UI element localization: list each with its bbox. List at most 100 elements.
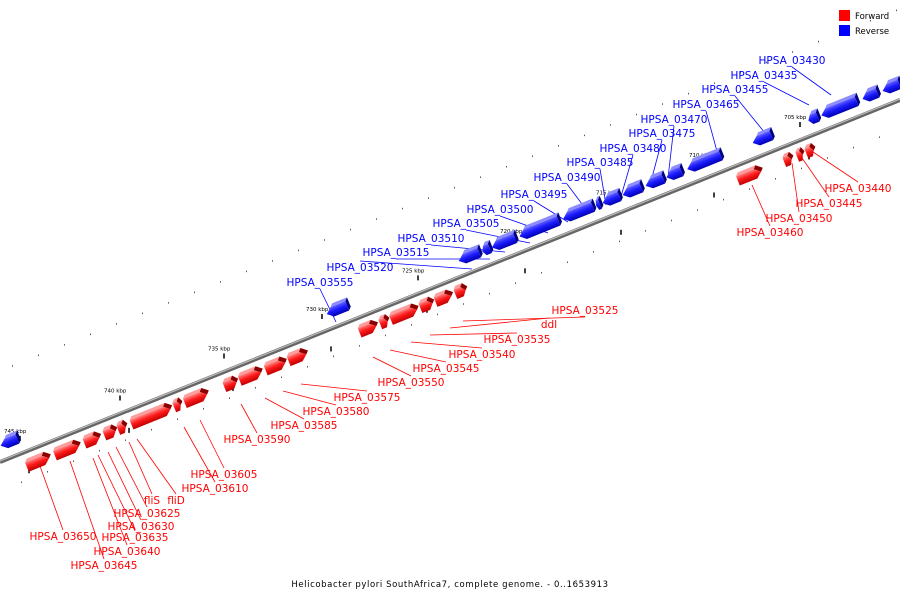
gene-label: HPSA_03525: [552, 305, 619, 317]
gene-arrow-top-face: [886, 75, 900, 85]
track-dot: [437, 313, 438, 316]
gene-arrow-body: [326, 301, 350, 317]
gene-arrow-top-face: [286, 348, 301, 357]
gene-arrow-body: [482, 243, 492, 256]
forward-gene-arrow: [378, 314, 390, 330]
gene-arrow-top-face: [795, 147, 801, 153]
gene-arrow-top-face: [53, 439, 74, 452]
gene-arrow-top-face: [25, 451, 44, 463]
gene-arrow-body: [602, 191, 622, 206]
forward-gene-arrow: [237, 366, 263, 386]
gene-arrow-side-face: [460, 283, 468, 291]
track-dot: [12, 365, 13, 367]
gene-arrow-body: [666, 166, 684, 181]
legend-reverse-swatch: [839, 25, 850, 36]
gene-label: HPSA_03485: [567, 157, 634, 169]
track-dot: [229, 397, 230, 400]
forward-gene-arrow: [357, 319, 379, 338]
gene-arrow-side-face: [109, 424, 118, 432]
gene-arrow-side-face: [443, 289, 454, 296]
gene-arrow-side-face: [277, 356, 287, 363]
forward-gene-arrow: [782, 151, 794, 167]
gene-arrow-side-face: [809, 143, 816, 151]
gene-arrow-body: [453, 287, 466, 299]
track-dot: [532, 155, 533, 158]
gene-arrow-body: [458, 248, 482, 264]
track-dot: [428, 197, 429, 199]
forward-gene-arrow: [116, 419, 128, 435]
gene-arrow-body: [357, 323, 377, 338]
gene-label: HPSA_03630: [108, 521, 175, 533]
gene-label: HPSA_03555: [287, 277, 354, 289]
gene-arrow-top-face: [237, 366, 256, 377]
gene-label-leader: [430, 244, 506, 253]
track-dot: [619, 240, 620, 243]
track-dot: [90, 333, 91, 336]
track-dot: [64, 344, 65, 346]
gene-label: HPSA_03435: [731, 70, 798, 82]
gene-arrow-body: [782, 155, 792, 167]
track-dot: [515, 282, 516, 284]
legend-forward-label: Forward: [855, 12, 889, 22]
track-dot: [818, 40, 819, 43]
gene-arrow-body: [622, 183, 644, 198]
gene-label: HPSA_03590: [224, 434, 291, 446]
gene-label: HPSA_03455: [702, 84, 769, 96]
gene-arrow-top-face: [691, 147, 721, 163]
gene-label: HPSA_03490: [534, 172, 601, 184]
track-dot: [870, 20, 871, 22]
forward-gene-arrow: [25, 451, 51, 472]
gene-arrow-top-face: [222, 375, 233, 383]
gene-arrow-side-face: [15, 430, 21, 444]
forward-gene-arrow: [82, 431, 102, 449]
track-dot: [73, 460, 74, 462]
forward-gene-arrow: [263, 356, 287, 376]
gene-arrow-top-face: [566, 198, 593, 213]
scale-tick-label: 715 kbp: [596, 190, 619, 196]
track-dot: [775, 178, 776, 180]
forward-gene-arrow: [286, 348, 308, 367]
gene-arrow-side-face: [477, 244, 483, 258]
track-dot: [489, 292, 490, 295]
reverse-gene-arrow: [458, 244, 483, 264]
gene-label: HPSA_03650: [30, 531, 97, 543]
gene-arrow-top-face: [183, 388, 202, 399]
gene-label: HPSA_03475: [629, 128, 696, 140]
track-dot: [21, 481, 22, 484]
gene-arrow-top-face: [433, 289, 446, 298]
track-dot: [896, 9, 897, 12]
gene-arrow-body: [808, 112, 820, 125]
gene-label-leader: [282, 390, 337, 406]
scale-tick-label: 730 kbp: [306, 307, 329, 313]
gene-arrow-side-face: [71, 439, 81, 447]
gene-label-leader: [115, 446, 148, 508]
gene-arrow-body: [595, 199, 602, 210]
forward-gene-arrow: [222, 375, 239, 392]
gene-arrow-side-face: [199, 388, 209, 395]
gene-label: HPSA_03495: [501, 189, 568, 201]
gene-arrow-top-face: [418, 296, 429, 304]
track-dot: [584, 134, 585, 137]
gene-arrow-top-face: [736, 165, 756, 177]
forward-gene-arrow: [433, 289, 454, 307]
track-dot: [142, 312, 143, 315]
track-dot: [749, 188, 750, 190]
gene-arrow-side-face: [854, 92, 861, 106]
gene-arrow-body: [821, 96, 859, 118]
gene-label-leader: [809, 149, 859, 183]
gene-arrow-side-face: [753, 165, 763, 172]
legend-reverse-label: Reverse: [855, 27, 889, 37]
track-dot: [671, 219, 672, 222]
gene-arrow-body: [263, 360, 286, 376]
track-dot: [281, 376, 282, 379]
track-dot: [697, 209, 698, 211]
track-dot: [567, 261, 568, 263]
gene-arrow-side-face: [487, 239, 494, 254]
track-dot: [714, 82, 715, 84]
gene-arrow-body: [882, 79, 900, 94]
reverse-gene-arrow: [882, 75, 900, 94]
track-dot: [298, 249, 299, 252]
track-dot: [801, 167, 802, 170]
gene-label-leader: [69, 460, 105, 560]
gene-label-leader: [107, 451, 142, 521]
